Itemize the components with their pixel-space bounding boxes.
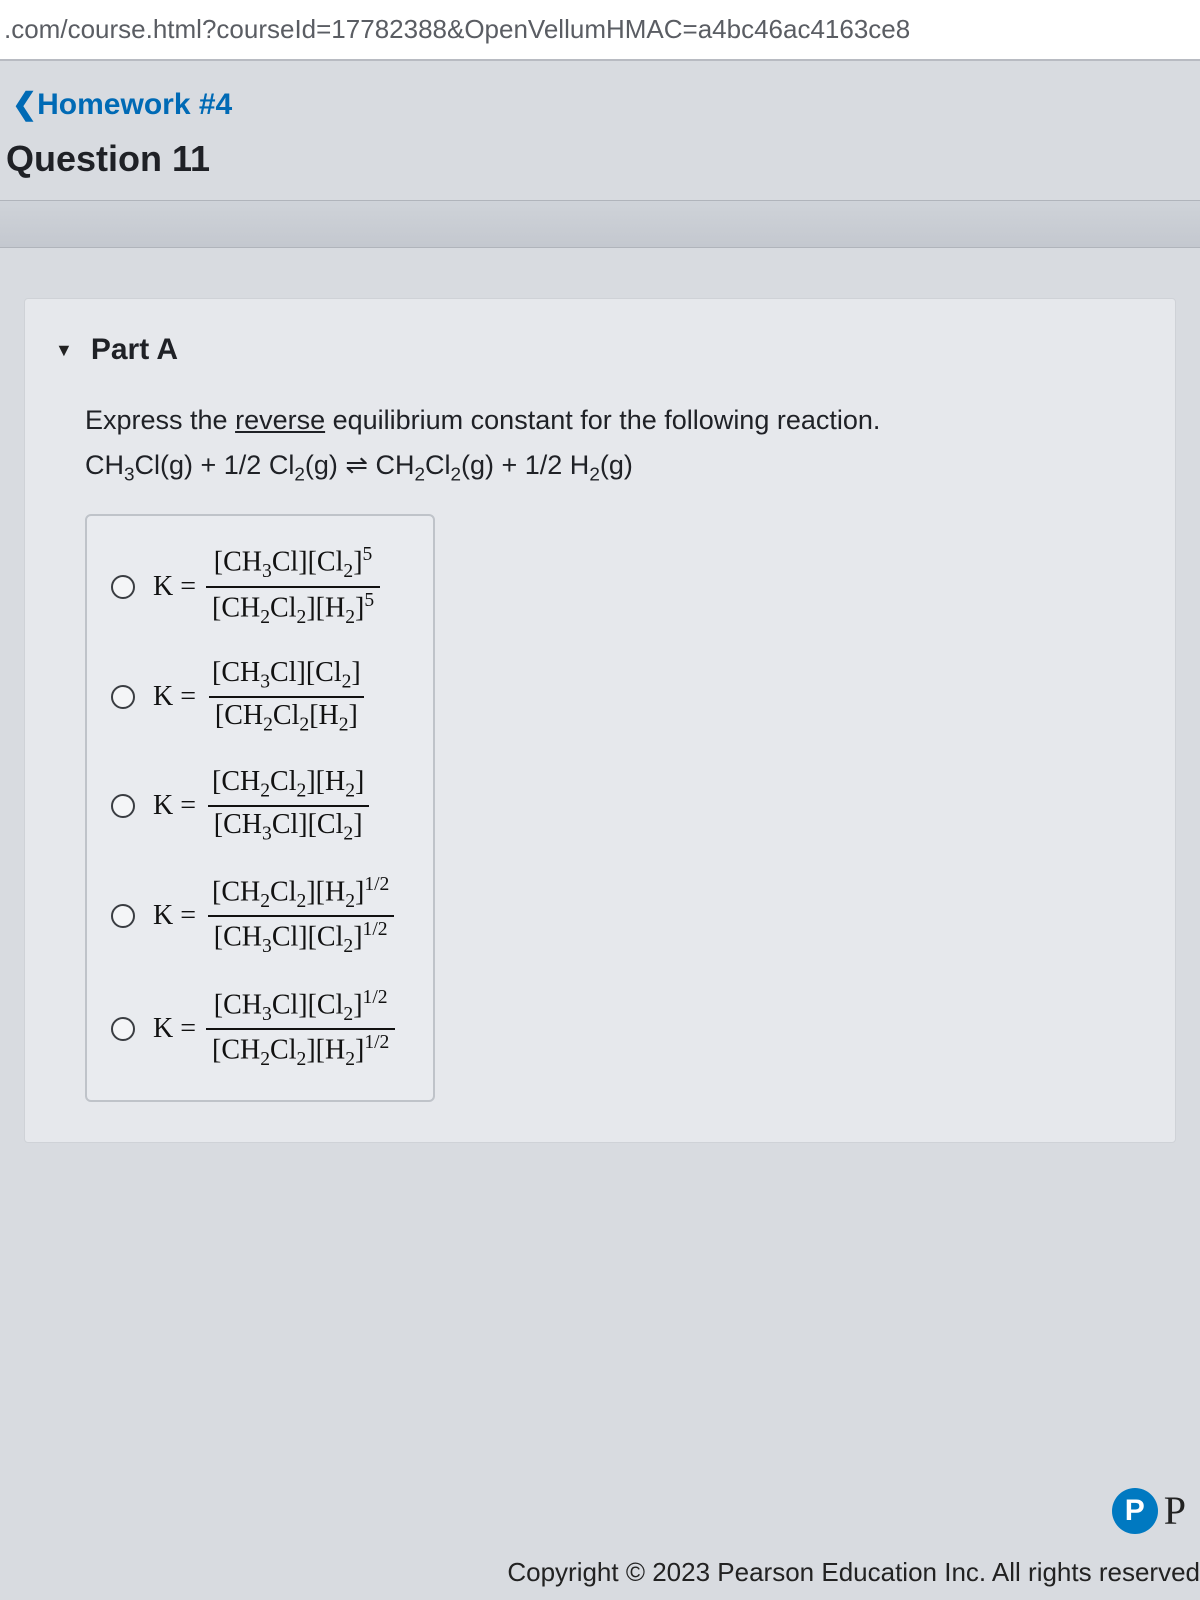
part-header[interactable]: ▼ Part A xyxy=(25,299,1175,391)
fraction: [CH3Cl][Cl2][CH2Cl2[H2] xyxy=(206,657,367,737)
k-equals-label: K = xyxy=(153,571,196,603)
k-equals-label: K = xyxy=(153,681,196,713)
breadcrumb: ❮Homework #4 xyxy=(0,61,1200,128)
footer: P P Copyright © 2023 Pearson Education I… xyxy=(0,1547,1200,1600)
denominator: [CH2Cl2][H2]1/2 xyxy=(206,1028,395,1071)
equilibrium-expression: K = [CH3Cl][Cl2][CH2Cl2[H2] xyxy=(153,657,367,737)
numerator: [CH2Cl2][H2]1/2 xyxy=(206,874,395,915)
caret-down-icon: ▼ xyxy=(55,340,73,361)
denominator: [CH2Cl2[H2] xyxy=(209,696,364,737)
k-equals-label: K = xyxy=(153,790,196,822)
equilibrium-expression: K = [CH3Cl][Cl2]1/2[CH2Cl2][H2]1/2 xyxy=(153,987,395,1072)
fraction: [CH3Cl][Cl2]1/2[CH2Cl2][H2]1/2 xyxy=(206,987,395,1072)
reaction-equation: CH3Cl(g) + 1/2 Cl2(g) ⇌ CH2Cl2(g) + 1/2 … xyxy=(85,450,1135,486)
answer-option-3[interactable]: K = [CH2Cl2][H2][CH3Cl][Cl2] xyxy=(105,752,401,860)
prompt-tail: equilibrium constant for the following r… xyxy=(325,405,880,435)
part-pane: ▼ Part A Express the reverse equilibrium… xyxy=(24,298,1176,1143)
radio-button[interactable] xyxy=(111,575,135,599)
radio-button[interactable] xyxy=(111,1017,135,1041)
fraction: [CH3Cl][Cl2]5[CH2Cl2][H2]5 xyxy=(206,544,380,629)
breadcrumb-link[interactable]: ❮Homework #4 xyxy=(12,88,232,121)
equilibrium-expression: K = [CH2Cl2][H2][CH3Cl][Cl2] xyxy=(153,766,370,846)
answer-option-2[interactable]: K = [CH3Cl][Cl2][CH2Cl2[H2] xyxy=(105,643,401,751)
radio-button[interactable] xyxy=(111,685,135,709)
prompt-lead: Express the xyxy=(85,405,235,435)
k-equals-label: K = xyxy=(153,1013,196,1045)
fraction: [CH2Cl2][H2]1/2[CH3Cl][Cl2]1/2 xyxy=(206,874,395,959)
answer-option-4[interactable]: K = [CH2Cl2][H2]1/2[CH3Cl][Cl2]1/2 xyxy=(105,860,401,973)
part-body: Express the reverse equilibrium constant… xyxy=(25,391,1175,1142)
question-title: Question 11 xyxy=(0,128,1200,200)
breadcrumb-label: Homework #4 xyxy=(37,88,232,121)
pearson-badge[interactable]: P P xyxy=(1112,1487,1186,1534)
pearson-p-letter: P xyxy=(1164,1487,1186,1534)
denominator: [CH3Cl][Cl2] xyxy=(208,805,369,846)
equilibrium-expression: K = [CH3Cl][Cl2]5[CH2Cl2][H2]5 xyxy=(153,544,380,629)
numerator: [CH2Cl2][H2] xyxy=(206,766,370,805)
fraction: [CH2Cl2][H2][CH3Cl][Cl2] xyxy=(206,766,370,846)
denominator: [CH2Cl2][H2]5 xyxy=(206,586,380,629)
page-content: ❮Homework #4 Question 11 ▼ Part A Expres… xyxy=(0,61,1200,1143)
numerator: [CH3Cl][Cl2]1/2 xyxy=(208,987,394,1028)
numerator: [CH3Cl][Cl2]5 xyxy=(208,544,379,585)
toolbar-band xyxy=(0,200,1200,248)
url-bar[interactable]: .com/course.html?courseId=17782388&OpenV… xyxy=(0,0,1200,61)
k-equals-label: K = xyxy=(153,900,196,932)
numerator: [CH3Cl][Cl2] xyxy=(206,657,367,696)
radio-button[interactable] xyxy=(111,794,135,818)
radio-button[interactable] xyxy=(111,904,135,928)
prompt-underline: reverse xyxy=(235,405,325,435)
chevron-left-icon: ❮ xyxy=(12,88,37,121)
question-prompt: Express the reverse equilibrium constant… xyxy=(85,405,1135,436)
pearson-p-icon: P xyxy=(1112,1488,1158,1534)
answer-option-5[interactable]: K = [CH3Cl][Cl2]1/2[CH2Cl2][H2]1/2 xyxy=(105,973,401,1086)
denominator: [CH3Cl][Cl2]1/2 xyxy=(208,915,394,958)
options-box: K = [CH3Cl][Cl2]5[CH2Cl2][H2]5 K = [CH3Cl][… xyxy=(85,514,435,1101)
copyright-text: Copyright © 2023 Pearson Education Inc. … xyxy=(0,1557,1200,1588)
part-label: Part A xyxy=(91,333,178,367)
equilibrium-expression: K = [CH2Cl2][H2]1/2[CH3Cl][Cl2]1/2 xyxy=(153,874,395,959)
answer-option-1[interactable]: K = [CH3Cl][Cl2]5[CH2Cl2][H2]5 xyxy=(105,530,401,643)
